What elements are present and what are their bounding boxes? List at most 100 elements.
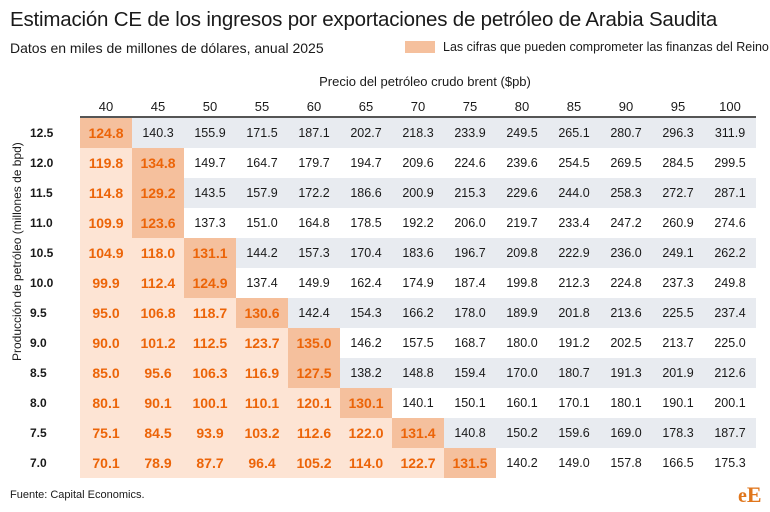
table-cell: 190.1 [662, 396, 694, 410]
column-header: 60 [288, 96, 340, 118]
source-note: Fuente: Capital Economics. [10, 489, 145, 501]
table-cell: 151.0 [246, 216, 278, 230]
table-cell: 189.9 [496, 298, 548, 328]
table-cell: 244.0 [548, 178, 600, 208]
table-cell: 168.7 [454, 336, 486, 350]
table-cell: 171.5 [236, 118, 288, 148]
table-cell: 104.9 [80, 238, 132, 268]
table-cell: 213.6 [600, 298, 652, 328]
column-header: 65 [340, 96, 392, 118]
table-cell: 157.8 [610, 456, 642, 470]
table-cell: 134.8 [132, 148, 184, 178]
table-cell: 299.5 [714, 156, 746, 170]
row-header: 8.0 [30, 396, 47, 410]
table-cell: 127.5 [288, 358, 340, 388]
table-cell: 109.9 [80, 208, 132, 238]
row-header: 7.0 [30, 456, 47, 470]
table-cell: 106.3 [184, 358, 236, 388]
table-cell: 172.2 [288, 178, 340, 208]
column-header: 45 [132, 96, 184, 118]
table-cell: 160.1 [506, 396, 538, 410]
row-header: 8.5 [30, 366, 47, 380]
row-header: 12.0 [30, 156, 54, 170]
table-cell: 169.0 [600, 418, 652, 448]
table-cell: 209.6 [402, 156, 434, 170]
table-cell: 180.7 [548, 358, 600, 388]
table-cell: 157.5 [402, 336, 434, 350]
table-cell: 157.9 [236, 178, 288, 208]
table-cell: 178.3 [652, 418, 704, 448]
table-cell: 218.3 [392, 118, 444, 148]
table-cell: 170.1 [558, 396, 590, 410]
table-cell: 284.5 [662, 156, 694, 170]
table-cell: 114.8 [80, 178, 132, 208]
table-cell: 187.7 [704, 418, 756, 448]
table-cell: 116.9 [236, 358, 288, 388]
column-header: 85 [548, 96, 600, 118]
row-header: 10.0 [30, 276, 54, 290]
legend-swatch [405, 41, 435, 53]
table-cell: 178.5 [350, 216, 382, 230]
table-cell: 254.5 [558, 156, 590, 170]
table-cell: 135.0 [288, 328, 340, 358]
table-cell: 142.4 [288, 298, 340, 328]
table-cell: 213.7 [662, 336, 694, 350]
table-cell: 110.1 [236, 388, 288, 418]
table-cell: 202.7 [340, 118, 392, 148]
table-cell: 183.6 [392, 238, 444, 268]
table-cell: 179.7 [298, 156, 330, 170]
table-cell: 95.6 [132, 358, 184, 388]
table-cell: 166.2 [392, 298, 444, 328]
table-cell: 233.4 [558, 216, 590, 230]
table-cell: 101.2 [132, 328, 184, 358]
table-cell: 247.2 [610, 216, 642, 230]
table-cell: 146.2 [350, 336, 382, 350]
table-cell: 180.1 [610, 396, 642, 410]
table-cell: 164.8 [298, 216, 330, 230]
table-cell: 260.9 [662, 216, 694, 230]
table-cell: 209.8 [496, 238, 548, 268]
table-cell: 222.9 [548, 238, 600, 268]
table-cell: 112.5 [184, 328, 236, 358]
table-cell: 201.8 [548, 298, 600, 328]
table-cell: 237.3 [662, 276, 694, 290]
table-cell: 225.5 [652, 298, 704, 328]
table-cell: 229.6 [496, 178, 548, 208]
column-header: 50 [184, 96, 236, 118]
table-cell: 99.9 [80, 268, 132, 298]
table-cell: 162.4 [350, 276, 382, 290]
table-cell: 178.0 [444, 298, 496, 328]
table-cell: 249.5 [496, 118, 548, 148]
table-cell: 236.0 [600, 238, 652, 268]
table-cell: 106.8 [132, 298, 184, 328]
table-cell: 201.9 [652, 358, 704, 388]
table-cell: 164.7 [246, 156, 278, 170]
table-cell: 237.4 [704, 298, 756, 328]
table-cell: 120.1 [288, 388, 340, 418]
table-cell: 90.1 [132, 388, 184, 418]
table-cell: 199.8 [506, 276, 538, 290]
table-cell: 200.1 [714, 396, 746, 410]
table-cell: 131.1 [184, 238, 236, 268]
row-header: 9.0 [30, 336, 47, 350]
table-cell: 93.9 [184, 418, 236, 448]
table-cell: 124.8 [80, 118, 132, 148]
table-cell: 103.2 [236, 418, 288, 448]
table-cell: 274.6 [714, 216, 746, 230]
table-cell: 131.5 [444, 448, 496, 478]
row-header: 10.5 [30, 246, 54, 260]
table-cell: 155.9 [184, 118, 236, 148]
table-cell: 124.9 [184, 268, 236, 298]
table-cell: 112.6 [288, 418, 340, 448]
table-cell: 70.1 [80, 448, 132, 478]
table-cell: 137.3 [194, 216, 226, 230]
table-cell: 212.3 [558, 276, 590, 290]
table-cell: 90.0 [80, 328, 132, 358]
column-header: 90 [600, 96, 652, 118]
table-cell: 148.8 [392, 358, 444, 388]
table-cell: 212.6 [704, 358, 756, 388]
table-cell: 85.0 [80, 358, 132, 388]
table-cell: 84.5 [132, 418, 184, 448]
table-cell: 249.8 [714, 276, 746, 290]
table-cell: 118.7 [184, 298, 236, 328]
